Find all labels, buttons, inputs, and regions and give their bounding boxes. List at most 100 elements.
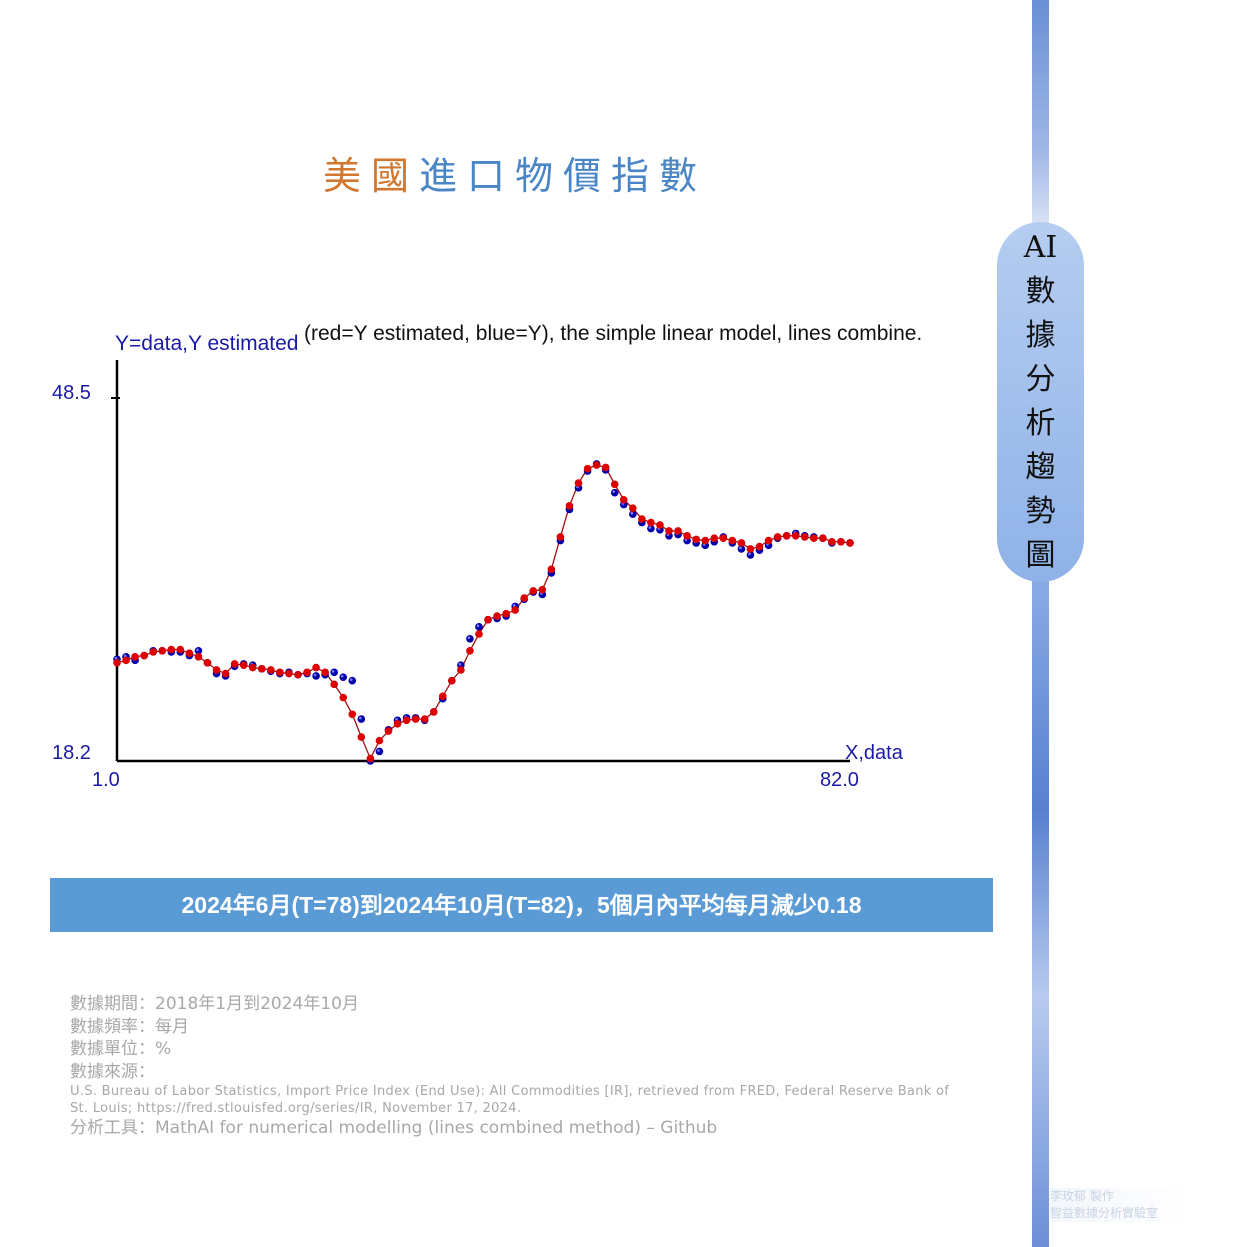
side-label-char: 圖 bbox=[1025, 538, 1056, 573]
data-frequency: 數據頻率：每月 bbox=[70, 1016, 189, 1037]
data-point-y-estimated bbox=[303, 668, 311, 677]
page-title: 美國進口物價指數 bbox=[0, 145, 1030, 200]
data-point-highlight bbox=[340, 674, 344, 678]
data-point-y-estimated bbox=[411, 715, 420, 723]
data-point-y-estimated bbox=[221, 669, 230, 678]
data-point-y-estimated bbox=[330, 680, 338, 689]
data-point-highlight bbox=[196, 648, 199, 652]
data-point-highlight bbox=[612, 490, 616, 493]
data-point-y-estimated bbox=[791, 531, 800, 540]
data-point-y-estimated bbox=[248, 663, 257, 672]
data-point-y-estimated bbox=[629, 504, 637, 513]
side-label-char: 數 bbox=[1025, 274, 1056, 309]
data-point-y-estimated bbox=[728, 536, 737, 545]
data-point-highlight bbox=[114, 656, 118, 660]
credit-author: 李玫郁 製作 bbox=[1050, 1189, 1114, 1203]
data-point-y bbox=[348, 676, 357, 685]
data-point-y-estimated bbox=[366, 754, 375, 763]
data-point-y-estimated bbox=[312, 663, 320, 672]
x-tick-label-min: 1.0 bbox=[92, 769, 120, 791]
data-point-highlight bbox=[476, 624, 480, 628]
data-point-y-estimated bbox=[592, 461, 601, 469]
page-title-part1: 美國 bbox=[322, 154, 419, 198]
data-point-y-estimated bbox=[357, 733, 366, 741]
data-point-y bbox=[610, 488, 619, 497]
data-point-highlight bbox=[123, 654, 127, 658]
data-period: 數據期間：2018年1月到2024年10月 bbox=[70, 994, 359, 1014]
data-point-y bbox=[466, 635, 474, 643]
data-point-y-estimated bbox=[384, 727, 393, 735]
data-point-y-estimated bbox=[502, 609, 510, 618]
data-point-y-estimated bbox=[819, 534, 827, 542]
side-label-char: 據 bbox=[1025, 318, 1056, 353]
data-info-block: 數據期間：2018年1月到2024年10月 數據頻率：每月 數據單位：% 數據來… bbox=[70, 993, 970, 1140]
page-title-part2: 進口物價指數 bbox=[419, 154, 708, 198]
data-point-y-estimated bbox=[810, 534, 818, 542]
data-point-highlight bbox=[377, 749, 380, 752]
y-tick-label-min: 18.2 bbox=[52, 742, 91, 764]
data-point-y-estimated bbox=[538, 585, 547, 594]
side-label-char: 趨 bbox=[1025, 450, 1056, 485]
data-point-y-estimated bbox=[122, 656, 130, 665]
data-point-y-estimated bbox=[185, 649, 194, 657]
data-point-y-estimated bbox=[448, 676, 456, 685]
data-point-y-estimated bbox=[475, 630, 483, 638]
estimated-series-line bbox=[116, 464, 851, 761]
data-point-highlight bbox=[648, 526, 652, 529]
data-point-highlight bbox=[331, 670, 335, 673]
data-point-highlight bbox=[739, 546, 742, 550]
data-point-y-estimated bbox=[710, 534, 719, 542]
side-label-char: 勢 bbox=[1025, 494, 1056, 529]
data-point-y-estimated bbox=[547, 565, 556, 574]
data-point-y-estimated bbox=[167, 645, 176, 654]
data-point-y-estimated bbox=[782, 531, 791, 540]
data-point-y-estimated bbox=[601, 463, 610, 472]
data-point-y-estimated bbox=[230, 660, 239, 668]
data-point-y-estimated bbox=[321, 668, 329, 677]
data-point-y-estimated bbox=[656, 521, 664, 529]
data-point-y-estimated bbox=[294, 670, 302, 679]
data-point-y-estimated bbox=[719, 534, 728, 542]
decorative-side-bar bbox=[1032, 0, 1049, 1247]
data-point-y-estimated bbox=[140, 651, 148, 660]
data-point-y bbox=[475, 623, 483, 631]
data-point-y-estimated bbox=[755, 542, 764, 551]
data-point-y-estimated bbox=[610, 480, 619, 489]
data-point-highlight bbox=[359, 716, 362, 720]
summary-banner: 2024年6月(T=78)到2024年10月(T=82)，5個月內平均每月減少0… bbox=[50, 878, 993, 932]
data-point-highlight bbox=[467, 636, 471, 640]
data-point-y-estimated bbox=[402, 716, 411, 725]
chart-title: (red=Y estimated, blue=Y), the simple li… bbox=[304, 322, 922, 345]
data-point-y-estimated bbox=[647, 518, 655, 527]
y-axis-label: Y=data,Y estimated bbox=[115, 332, 298, 355]
data-point-y-estimated bbox=[113, 658, 121, 667]
data-point-highlight bbox=[748, 552, 751, 556]
data-unit: 數據單位：% bbox=[70, 1039, 172, 1059]
data-point-y-estimated bbox=[149, 648, 157, 656]
data-point-y-estimated bbox=[511, 606, 519, 614]
data-point-y-estimated bbox=[737, 539, 746, 547]
data-point-y-estimated bbox=[212, 666, 221, 674]
data-point-y-estimated bbox=[520, 594, 529, 602]
data-point-y-estimated bbox=[466, 646, 474, 655]
side-label-char: 析 bbox=[1025, 406, 1056, 441]
data-point-y bbox=[330, 668, 338, 677]
data-point-y-estimated bbox=[257, 664, 266, 673]
data-point-highlight bbox=[512, 604, 516, 607]
data-point-y-estimated bbox=[692, 535, 700, 544]
x-axis-label: X,data bbox=[845, 742, 904, 764]
credit-watermark: 李玫郁 製作 智益數據分析實驗室 bbox=[1050, 1188, 1190, 1222]
data-point-y-estimated bbox=[276, 668, 284, 677]
data-point-y-estimated bbox=[556, 533, 565, 541]
data-point-y-estimated bbox=[846, 539, 854, 547]
data-point-y bbox=[339, 673, 348, 681]
data-point-y-estimated bbox=[131, 652, 139, 661]
data-point-y-estimated bbox=[484, 615, 492, 624]
data-point-y-estimated bbox=[375, 736, 384, 745]
data-point-y-estimated bbox=[176, 645, 185, 654]
data-point-y-estimated bbox=[438, 692, 447, 701]
data-point-y-estimated bbox=[203, 658, 212, 667]
trend-chart: (red=Y estimated, blue=Y), the simple li… bbox=[52, 322, 922, 791]
data-point-y bbox=[312, 672, 320, 680]
data-point-y-estimated bbox=[348, 710, 357, 719]
